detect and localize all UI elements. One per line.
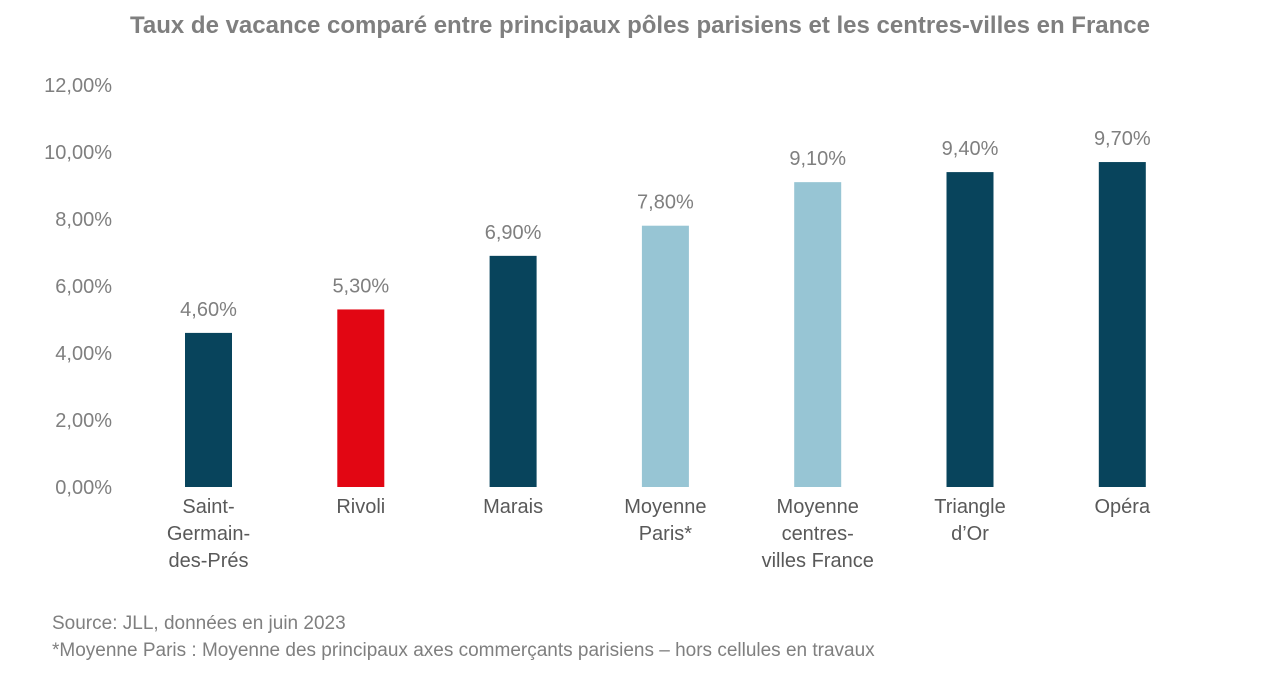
- y-tick-label: 2,00%: [55, 410, 112, 432]
- bar: [185, 332, 232, 487]
- footnote: *Moyenne Paris : Moyenne des principaux …: [52, 640, 875, 661]
- y-tick-label: 12,00%: [44, 75, 112, 97]
- x-tick-label: Rivoli: [336, 496, 385, 518]
- x-tick-label: Triangle d’Or: [934, 496, 1006, 545]
- bar: [946, 172, 994, 487]
- data-label: 6,90%: [485, 222, 542, 244]
- bar: [337, 309, 385, 487]
- data-label: 4,60%: [180, 299, 237, 321]
- data-label: 9,70%: [1094, 128, 1151, 150]
- x-tick-label: Opéra: [1095, 496, 1151, 518]
- y-tick-label: 0,00%: [55, 477, 112, 499]
- source-note: Source: JLL, données en juin 2023: [52, 613, 346, 634]
- x-tick-label: Moyenne centres-villes France: [762, 496, 874, 572]
- chart-title: Taux de vacance comparé entre principaux…: [130, 12, 1150, 39]
- x-tick-label: Saint-Germain-des-Prés: [167, 496, 250, 572]
- data-label: 5,30%: [332, 275, 389, 297]
- data-label: 9,40%: [942, 138, 999, 160]
- bar: [641, 225, 689, 487]
- y-tick-label: 10,00%: [44, 142, 112, 164]
- x-tick-label: Marais: [483, 496, 543, 518]
- data-label: 7,80%: [637, 192, 694, 214]
- x-tick-label: Moyenne Paris*: [624, 496, 706, 545]
- bar: [1098, 162, 1146, 488]
- bar: [794, 182, 842, 487]
- data-label: 9,10%: [789, 148, 846, 170]
- y-tick-label: 8,00%: [55, 209, 112, 231]
- y-tick-label: 4,00%: [55, 343, 112, 365]
- bar: [489, 255, 537, 487]
- y-tick-label: 6,00%: [55, 276, 112, 298]
